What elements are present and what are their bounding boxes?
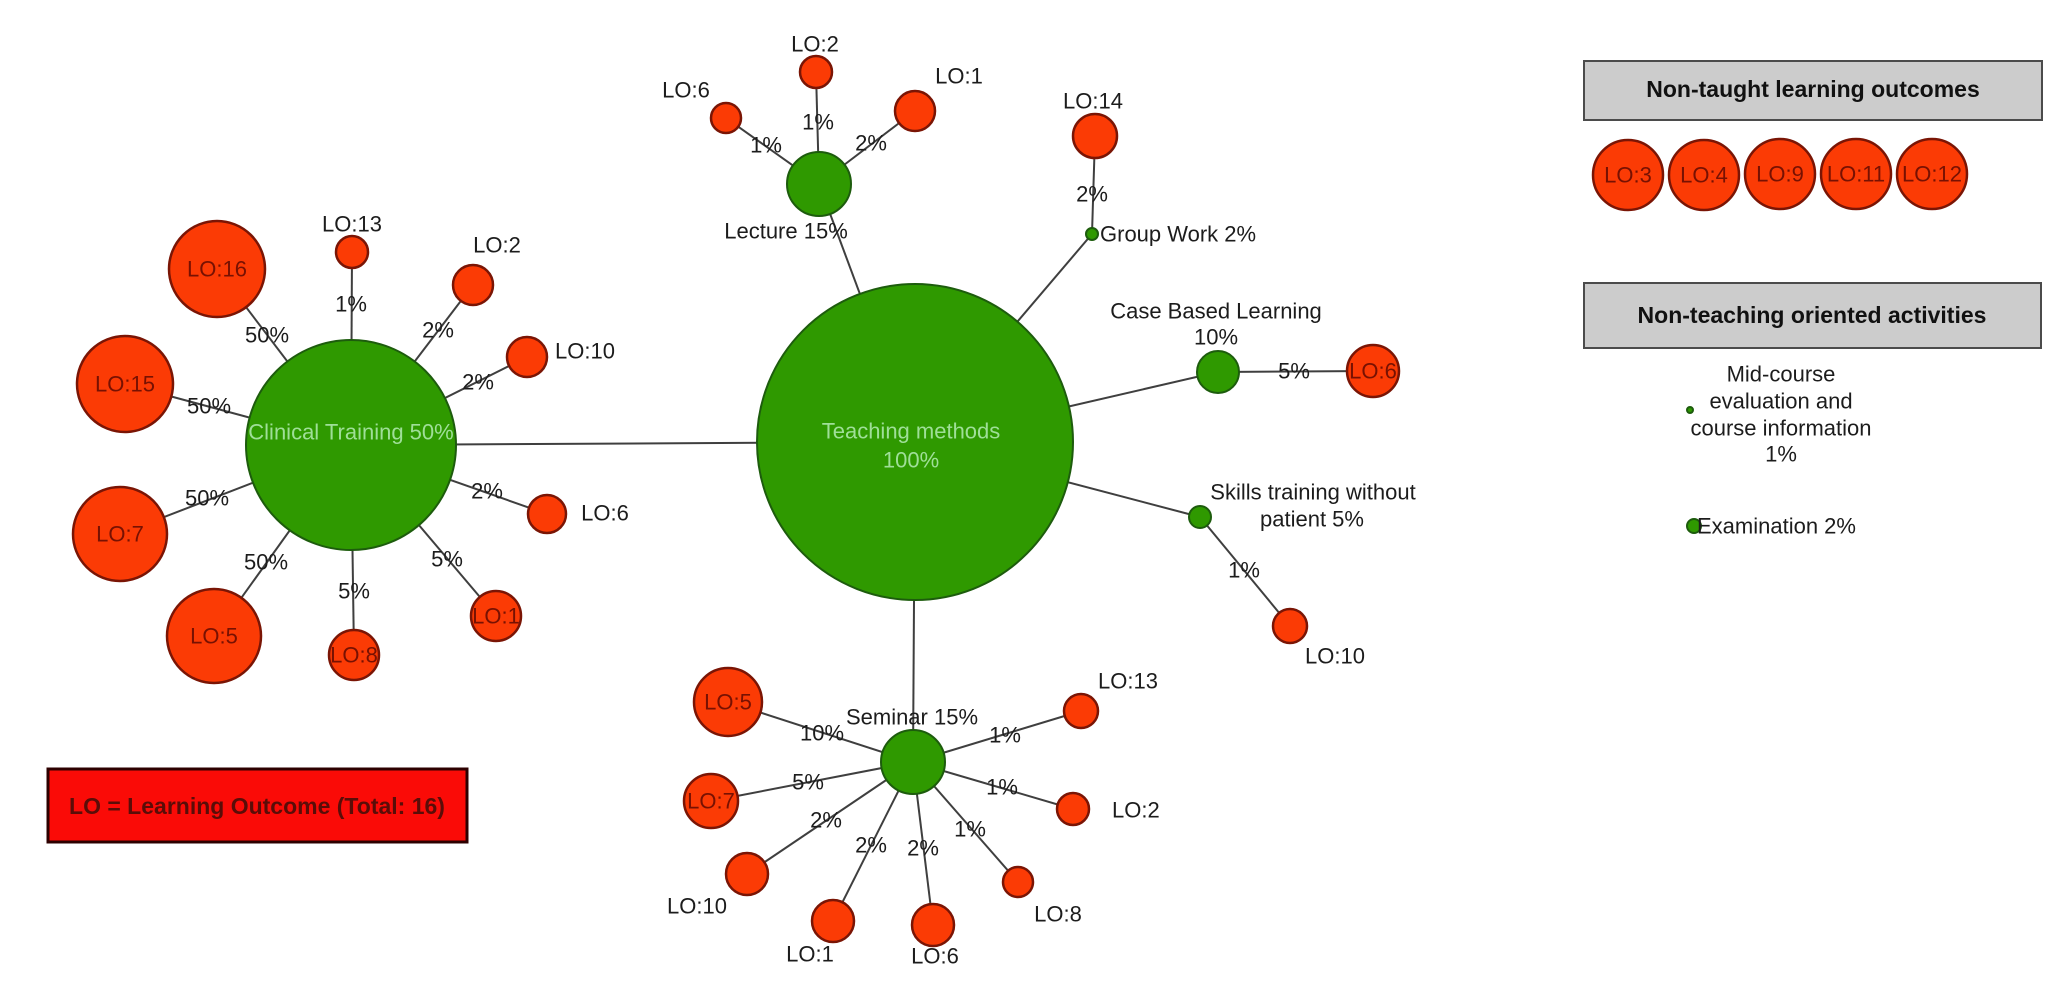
svg-text:Group Work 2%: Group Work 2% bbox=[1100, 222, 1256, 247]
svg-text:Examination 2%: Examination 2% bbox=[1697, 514, 1856, 539]
svg-text:5%: 5% bbox=[792, 770, 824, 795]
svg-text:1%: 1% bbox=[750, 133, 782, 158]
svg-text:LO:6: LO:6 bbox=[1349, 359, 1397, 384]
svg-text:LO:6: LO:6 bbox=[662, 78, 710, 103]
svg-text:LO:1: LO:1 bbox=[935, 64, 983, 89]
svg-text:Teaching methods: Teaching methods bbox=[822, 419, 1001, 444]
svg-text:2%: 2% bbox=[855, 131, 887, 156]
svg-text:100%: 100% bbox=[883, 448, 939, 473]
svg-text:10%: 10% bbox=[800, 721, 844, 746]
svg-text:2%: 2% bbox=[462, 370, 494, 395]
svg-text:50%: 50% bbox=[245, 323, 289, 348]
svg-text:Case Based Learning: Case Based Learning bbox=[1110, 299, 1322, 324]
svg-text:LO:5: LO:5 bbox=[704, 690, 752, 715]
svg-text:2%: 2% bbox=[810, 808, 842, 833]
svg-text:LO:10: LO:10 bbox=[1305, 644, 1365, 669]
svg-text:1%: 1% bbox=[954, 817, 986, 842]
svg-text:LO:5: LO:5 bbox=[190, 624, 238, 649]
svg-text:1%: 1% bbox=[1228, 558, 1260, 583]
svg-text:LO:2: LO:2 bbox=[1112, 798, 1160, 823]
svg-text:LO:12: LO:12 bbox=[1902, 162, 1962, 187]
svg-text:Mid-course: Mid-course bbox=[1727, 362, 1836, 387]
svg-text:2%: 2% bbox=[1076, 182, 1108, 207]
svg-text:evaluation and: evaluation and bbox=[1709, 389, 1852, 414]
svg-text:5%: 5% bbox=[338, 579, 370, 604]
svg-text:LO:8: LO:8 bbox=[1034, 902, 1082, 927]
svg-text:LO:6: LO:6 bbox=[581, 501, 629, 526]
svg-text:2%: 2% bbox=[422, 318, 454, 343]
svg-text:Lecture 15%: Lecture 15% bbox=[724, 219, 848, 244]
svg-text:LO:8: LO:8 bbox=[330, 643, 378, 668]
svg-text:LO:1: LO:1 bbox=[472, 604, 520, 629]
svg-text:LO:14: LO:14 bbox=[1063, 89, 1123, 114]
svg-text:1%: 1% bbox=[989, 723, 1021, 748]
svg-text:LO:10: LO:10 bbox=[555, 339, 615, 364]
svg-text:2%: 2% bbox=[855, 833, 887, 858]
svg-text:50%: 50% bbox=[244, 550, 288, 575]
svg-text:1%: 1% bbox=[802, 110, 834, 135]
svg-text:1%: 1% bbox=[986, 775, 1018, 800]
svg-text:1%: 1% bbox=[1765, 442, 1797, 467]
svg-text:LO:10: LO:10 bbox=[667, 894, 727, 919]
svg-text:LO:2: LO:2 bbox=[791, 32, 839, 57]
svg-text:LO:7: LO:7 bbox=[687, 789, 735, 814]
svg-text:course information: course information bbox=[1691, 416, 1872, 441]
svg-text:LO:9: LO:9 bbox=[1756, 162, 1804, 187]
svg-text:Clinical Training 50%: Clinical Training 50% bbox=[248, 420, 453, 445]
svg-text:LO:4: LO:4 bbox=[1680, 163, 1728, 188]
svg-text:2%: 2% bbox=[907, 836, 939, 861]
svg-text:LO:7: LO:7 bbox=[96, 522, 144, 547]
svg-text:Seminar 15%: Seminar 15% bbox=[846, 705, 978, 730]
svg-text:Non-taught learning outcomes: Non-taught learning outcomes bbox=[1646, 76, 1980, 102]
svg-text:5%: 5% bbox=[1278, 359, 1310, 384]
svg-text:patient 5%: patient 5% bbox=[1260, 507, 1364, 532]
svg-text:1%: 1% bbox=[335, 292, 367, 317]
svg-text:LO = Learning Outcome (Total:: LO = Learning Outcome (Total: 16) bbox=[69, 793, 445, 819]
svg-text:LO:13: LO:13 bbox=[1098, 669, 1158, 694]
svg-text:50%: 50% bbox=[185, 486, 229, 511]
svg-text:2%: 2% bbox=[471, 479, 503, 504]
svg-text:50%: 50% bbox=[187, 394, 231, 419]
svg-text:LO:11: LO:11 bbox=[1827, 162, 1885, 187]
svg-text:10%: 10% bbox=[1194, 325, 1238, 350]
svg-text:5%: 5% bbox=[431, 547, 463, 572]
svg-text:LO:13: LO:13 bbox=[322, 212, 382, 237]
svg-text:LO:3: LO:3 bbox=[1604, 163, 1652, 188]
svg-text:LO:15: LO:15 bbox=[95, 372, 155, 397]
svg-text:LO:6: LO:6 bbox=[911, 944, 959, 969]
svg-text:Non-teaching oriented activiti: Non-teaching oriented activities bbox=[1638, 302, 1987, 328]
svg-text:Skills training without: Skills training without bbox=[1210, 480, 1415, 505]
svg-text:LO:2: LO:2 bbox=[473, 233, 521, 258]
svg-text:LO:16: LO:16 bbox=[187, 257, 247, 282]
svg-text:LO:1: LO:1 bbox=[786, 942, 834, 967]
